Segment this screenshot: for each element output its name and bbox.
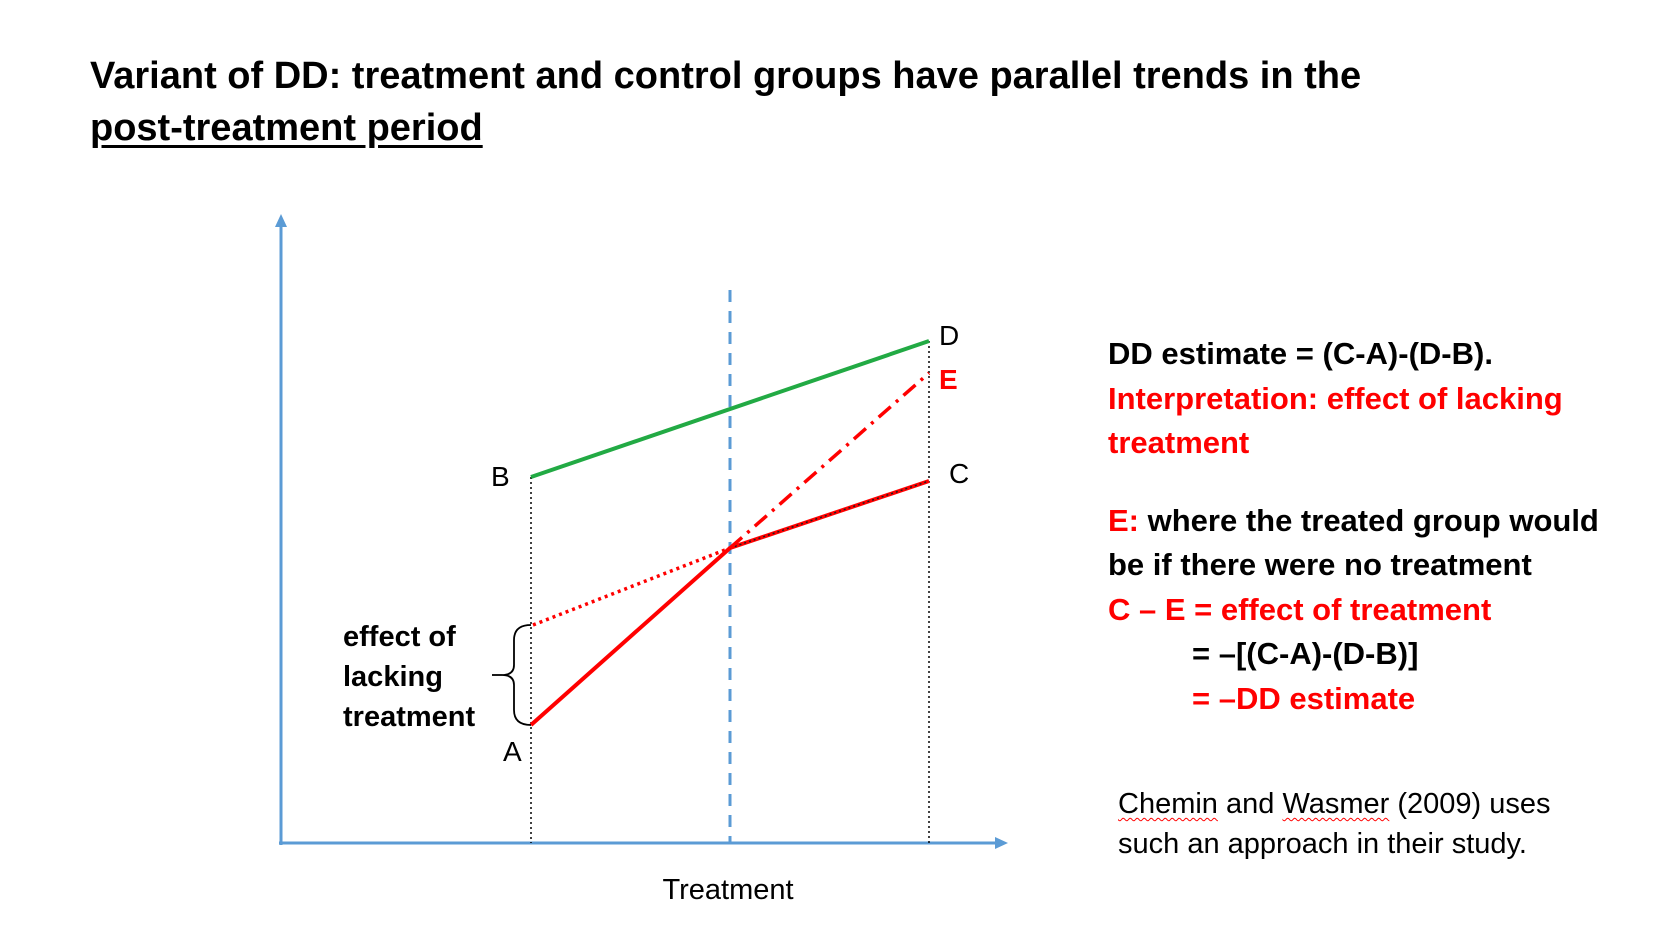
control-group-line: [530, 339, 930, 479]
counterfactual-line-to-e: [728, 371, 931, 550]
interpretation-line-2: treatment: [1108, 425, 1250, 460]
citation-and: and: [1217, 788, 1283, 820]
title-line-1: Variant of DD: treatment and control gro…: [90, 55, 1362, 97]
equation-line-1: = –[(C-A)-(D-B)]: [1192, 636, 1419, 671]
label-a: A: [503, 736, 522, 767]
x-axis-arrow-icon: [995, 837, 1008, 849]
treated-pre-trend-dotted: [532, 546, 731, 627]
citation-line-1: Chemin and Wasmer (2009) uses: [1118, 788, 1551, 820]
dd-estimate-formula: DD estimate = (C-A)-(D-B).: [1108, 336, 1493, 371]
y-axis-arrow-icon: [275, 214, 287, 227]
effect-label-line-2: lacking: [343, 661, 443, 693]
e-definition-text: where the treated group would: [1139, 502, 1599, 538]
citation-line-2: such an approach in their study.: [1118, 828, 1527, 860]
title-line-2: post-treatment period: [90, 107, 483, 149]
citation-year: (2009) uses: [1389, 788, 1551, 820]
effect-label-line-3: treatment: [343, 701, 475, 733]
treated-group-line-post: [729, 479, 930, 550]
label-b: B: [491, 461, 510, 492]
effect-label-line-1: effect of: [343, 621, 456, 653]
label-c: C: [949, 458, 969, 489]
c-minus-e-line: C – E = effect of treatment: [1108, 591, 1492, 627]
equation-line-2: = –DD estimate: [1192, 680, 1416, 716]
x-axis-label: Treatment: [662, 874, 793, 906]
explanation-panel: DD estimate = (C-A)-(D-B). Interpretatio…: [1108, 332, 1648, 721]
interpretation-line-1: Interpretation: effect of lacking: [1108, 380, 1563, 416]
label-e: E: [939, 364, 958, 395]
effect-brace: [501, 624, 532, 726]
e-label: E:: [1108, 502, 1139, 538]
label-d: D: [939, 320, 959, 351]
citation-author-2: Wasmer: [1282, 788, 1390, 820]
citation: Chemin and Wasmer (2009) uses such an ap…: [1118, 784, 1638, 864]
slide-title: Variant of DD: treatment and control gro…: [90, 50, 1550, 154]
citation-author-1: Chemin: [1118, 788, 1218, 820]
e-definition-line-2: be if there were no treatment: [1108, 547, 1532, 582]
treated-group-line-pre: [529, 546, 732, 727]
e-definition-line-1: E: where the treated group would: [1108, 499, 1648, 544]
